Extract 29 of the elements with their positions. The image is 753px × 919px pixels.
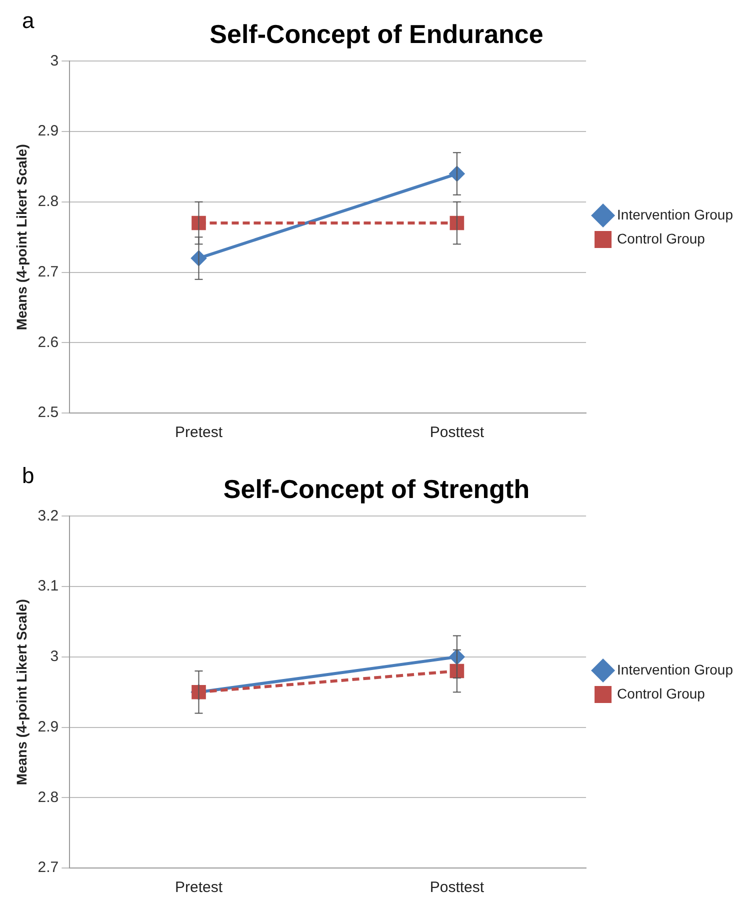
legend-label: Intervention Group (617, 206, 734, 222)
y-axis-title: Means (4-point Likert Scale) (13, 599, 30, 786)
y-tick-label: 2.8 (38, 788, 59, 806)
y-tick-label: 3.1 (38, 578, 59, 595)
chart-title: Self-Concept of Endurance (210, 18, 544, 49)
y-tick-label: 2.5 (38, 404, 59, 422)
point (450, 216, 464, 230)
y-tick-label: 3.2 (38, 507, 59, 524)
y-tick-label: 2.8 (38, 193, 59, 210)
text: b (22, 463, 34, 489)
chart-title: Self-Concept of Strength (223, 474, 530, 504)
y-axis-title: Means (4-point Likert Scale) (13, 144, 30, 330)
text: a (22, 8, 34, 34)
x-tick-label: Pretest (174, 879, 224, 896)
legend-label: Control Group (617, 230, 706, 246)
y-tick-label: 2.9 (38, 122, 59, 140)
x-tick-label: Pretest (174, 424, 224, 442)
y-tick-label: 2.7 (38, 859, 59, 876)
y-tick-label: 3 (50, 648, 59, 666)
legend-label: Intervention Group (617, 661, 734, 678)
y-tick-label: 2.9 (38, 718, 59, 736)
x-tick-label: Posttest (430, 424, 485, 442)
point (450, 664, 464, 678)
point (192, 216, 206, 230)
y-tick-label: 3 (50, 52, 59, 70)
y-tick-label: 2.7 (38, 263, 59, 280)
y-tick-label: 2.6 (38, 334, 59, 351)
x-tick-label: Posttest (430, 879, 485, 896)
legend-label: Control Group (617, 685, 706, 702)
